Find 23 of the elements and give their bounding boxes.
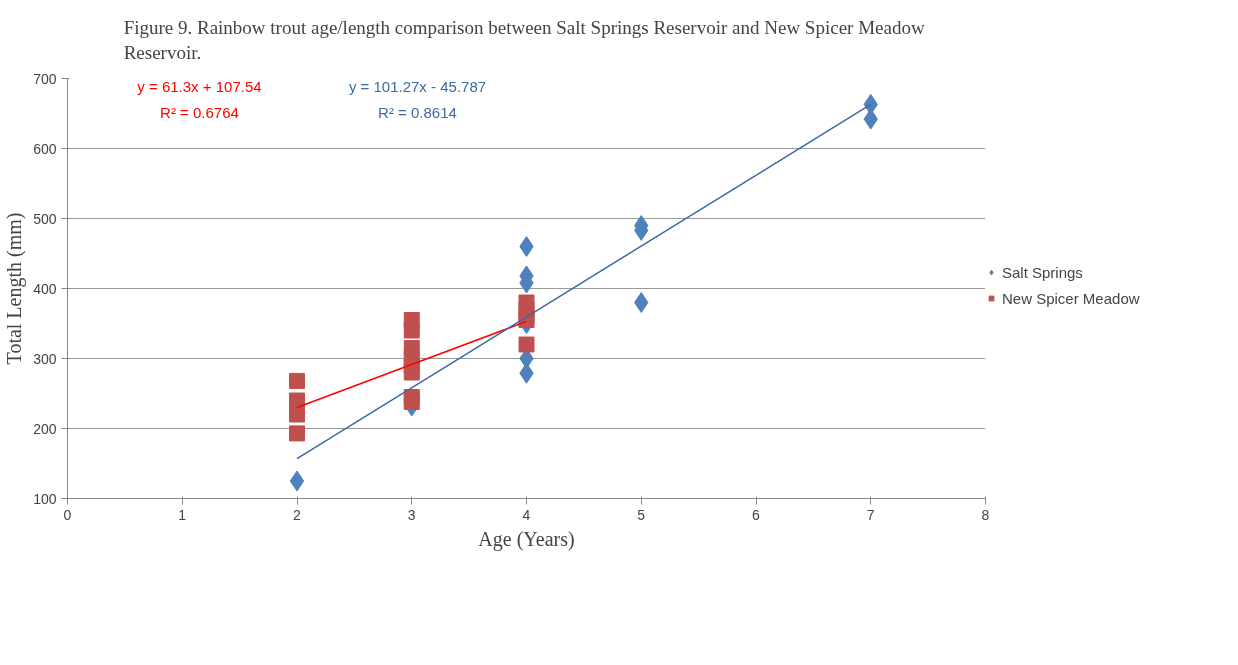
- legend-label: Salt Springs: [1002, 263, 1083, 281]
- y-tick-label: 500: [33, 210, 57, 227]
- y-tick-label: 400: [33, 280, 57, 297]
- legend-label: New Spicer Meadow: [1002, 289, 1140, 307]
- x-tick-label: 1: [178, 506, 187, 523]
- annotation: y = 61.3x + 107.54 R² = 0.6764: [137, 78, 262, 121]
- chart-title: Figure 9. Rainbow trout age/length comparison between Salt Springs Reservoir and New Spicer Meadow Reservoir.: [123, 17, 925, 64]
- y-tick-label: 200: [33, 420, 57, 437]
- y-tick-label: 100: [33, 490, 57, 507]
- y-tick-label: 700: [33, 70, 57, 87]
- x-tick-label: 3: [407, 506, 416, 523]
- x-tick-label: 6: [752, 506, 761, 523]
- y-tick-label: 300: [33, 350, 57, 367]
- x-tick-label: 0: [63, 506, 72, 523]
- x-axis-title: Age (Years): [478, 527, 575, 551]
- x-tick-label: 5: [637, 506, 646, 523]
- y-axis-title: Total Length (mm): [3, 212, 27, 365]
- x-tick-label: 7: [866, 506, 875, 523]
- x-tick-label: 8: [981, 506, 990, 523]
- y-tick-label: 600: [33, 140, 57, 157]
- x-tick-label: 2: [293, 506, 302, 523]
- annotation: y = 101.27x - 45.787 R² = 0.8614: [348, 78, 487, 121]
- x-tick-label: 4: [522, 506, 531, 523]
